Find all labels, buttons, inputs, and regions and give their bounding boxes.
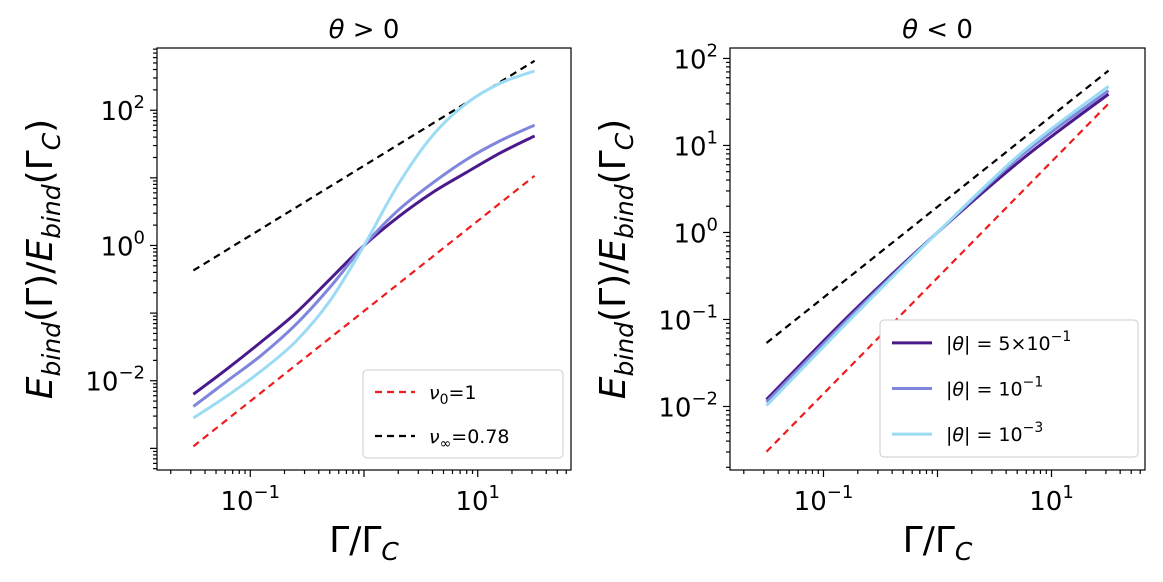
x-tick-label: 10−1 bbox=[794, 482, 854, 517]
series-line-1 bbox=[765, 102, 1110, 453]
y-tick-label: 102 bbox=[100, 92, 145, 127]
legend-label: ν0=1 bbox=[429, 382, 477, 408]
series-line-2 bbox=[765, 69, 1110, 344]
y-axis-label: Ebind(Γ)/Ebind(ΓC) bbox=[20, 119, 66, 399]
y-tick-label: 100 bbox=[673, 214, 718, 249]
legend-label: |θ| = 5×10−1 bbox=[946, 329, 1071, 355]
y-tick-label: 101 bbox=[673, 127, 718, 162]
x-tick-label: 101 bbox=[1029, 482, 1074, 517]
series-line-2 bbox=[192, 59, 536, 272]
legend-label: |θ| = 10−1 bbox=[946, 375, 1043, 401]
y-tick-label: 102 bbox=[673, 40, 718, 75]
legend: |θ| = 5×10−1 |θ| = 10−1 |θ| = 10−3 bbox=[879, 319, 1139, 458]
x-tick-label: 10−1 bbox=[220, 482, 280, 517]
series-line-5 bbox=[765, 85, 1110, 407]
legend-label: |θ| = 10−3 bbox=[946, 420, 1043, 446]
chart-title: θ > 0 bbox=[329, 15, 400, 45]
series-line-4 bbox=[192, 123, 536, 408]
chart-panel-1: 10−1 101 10−2 100 102 θ > 0 Γ/ΓC Ebind(Γ)/Ebind… bbox=[20, 15, 572, 566]
y-tick-label: 10−2 bbox=[658, 388, 718, 423]
legend-label: ν∞=0.78 bbox=[429, 426, 510, 452]
y-tick-label: 10−1 bbox=[658, 301, 718, 336]
series-line-1 bbox=[192, 174, 536, 448]
series-line-3 bbox=[192, 134, 536, 396]
x-axis-label: Γ/ΓC bbox=[329, 520, 399, 566]
y-tick-label: 10−2 bbox=[85, 363, 145, 398]
chart-panel-2: 10−1 101 10−2 10−1 100 101 102 θ < 0 Γ/ΓC Ebind(Γ… bbox=[593, 15, 1146, 566]
x-tick-label: 101 bbox=[455, 482, 500, 517]
legend: ν0=1 ν∞=0.78 bbox=[362, 369, 564, 459]
chart-title: θ < 0 bbox=[902, 15, 973, 45]
series-line-5 bbox=[192, 69, 536, 420]
y-tick-label: 100 bbox=[100, 227, 145, 262]
x-axis-label: Γ/ΓC bbox=[903, 520, 973, 566]
y-axis-label: Ebind(Γ)/Ebind(ΓC) bbox=[593, 119, 639, 399]
